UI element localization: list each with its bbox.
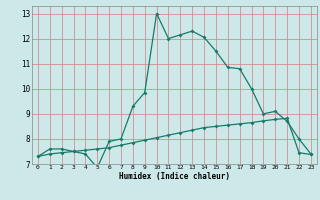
X-axis label: Humidex (Indice chaleur): Humidex (Indice chaleur) bbox=[119, 172, 230, 181]
